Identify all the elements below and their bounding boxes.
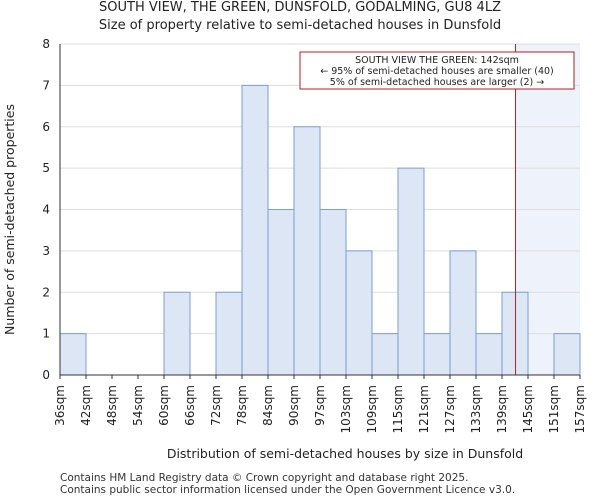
histogram-bar	[553, 333, 581, 376]
histogram-bar	[163, 291, 191, 376]
annotation-line: ← 95% of semi-detached houses are smalle…	[320, 66, 554, 77]
x-tick-label: 36sqm	[53, 385, 67, 426]
x-axis-label: Distribution of semi-detached houses by …	[167, 446, 523, 461]
y-tick-label: 7	[42, 78, 50, 92]
x-tick-label: 145sqm	[521, 385, 535, 433]
chart-title: SOUTH VIEW, THE GREEN, DUNSFOLD, GODALMI…	[99, 0, 501, 15]
annotation-line: SOUTH VIEW THE GREEN: 142sqm	[355, 55, 519, 66]
y-tick-label: 2	[42, 285, 50, 299]
histogram-bar	[501, 291, 529, 376]
histogram-bar	[267, 209, 295, 376]
histogram-bar	[449, 250, 477, 376]
annotation-line: 5% of semi-detached houses are larger (2…	[330, 77, 544, 88]
y-tick-label: 3	[42, 244, 50, 258]
histogram-bar	[371, 333, 399, 376]
histogram-bar	[345, 250, 373, 376]
histogram-bar	[475, 333, 503, 376]
annotation-box	[299, 51, 575, 90]
x-tick-label: 127sqm	[443, 385, 457, 433]
y-axis-label: Number of semi-detached properties	[2, 104, 17, 335]
x-tick-label: 54sqm	[131, 385, 145, 426]
histogram-bar	[397, 167, 425, 376]
x-tick-label: 109sqm	[365, 385, 379, 433]
footer-line-1: Contains HM Land Registry data © Crown c…	[60, 472, 469, 484]
histogram-bar	[241, 84, 269, 376]
x-tick-label: 133sqm	[469, 385, 483, 433]
histogram-bar	[293, 126, 321, 376]
y-tick-label: 4	[42, 203, 50, 217]
histogram-bar	[423, 333, 451, 376]
footer-line-2: Contains public sector information licen…	[60, 484, 516, 496]
histogram-bar	[215, 291, 243, 376]
x-tick-label: 90sqm	[287, 385, 301, 426]
x-tick-label: 66sqm	[183, 385, 197, 426]
x-tick-label: 42sqm	[79, 385, 93, 426]
histogram-bar	[319, 209, 347, 376]
y-tick-label: 1	[42, 327, 50, 341]
y-tick-label: 0	[42, 368, 50, 382]
x-tick-label: 139sqm	[495, 385, 509, 433]
x-tick-label: 48sqm	[105, 385, 119, 426]
y-tick-label: 6	[42, 120, 50, 134]
x-tick-label: 78sqm	[235, 385, 249, 426]
x-tick-label: 97sqm	[313, 385, 327, 426]
x-tick-label: 115sqm	[391, 385, 405, 433]
x-tick-label: 157sqm	[573, 385, 587, 433]
histogram-bar	[59, 333, 87, 376]
x-tick-label: 151sqm	[547, 385, 561, 433]
x-tick-label: 121sqm	[417, 385, 431, 433]
x-tick-label: 103sqm	[339, 385, 353, 433]
y-tick-label: 8	[42, 37, 50, 51]
x-tick-label: 84sqm	[261, 385, 275, 426]
y-tick-label: 5	[42, 161, 50, 175]
x-tick-label: 72sqm	[209, 385, 223, 426]
chart-subtitle: Size of property relative to semi-detach…	[98, 18, 502, 33]
x-tick-label: 60sqm	[157, 385, 171, 426]
histogram-chart: 0 1 2 3 4 5 6 7 8 36sqm 42sqm 48sqm 54sqm 60sqm 66sqm 7…	[2, 37, 587, 461]
